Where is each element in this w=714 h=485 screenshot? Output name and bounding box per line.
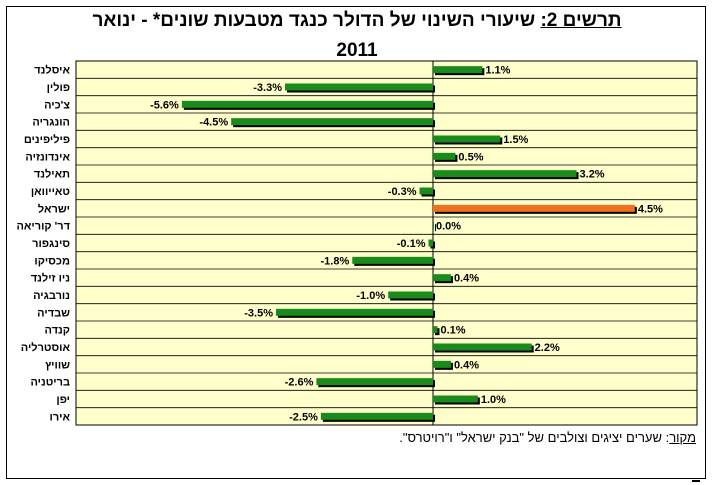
source-text: : שערים יציגים וצולבים של "בנק ישראל" ו"… (399, 430, 670, 445)
bar (352, 256, 433, 264)
bar (276, 308, 433, 316)
data-label: 1.1% (485, 65, 510, 77)
data-label: 4.5% (638, 203, 663, 215)
data-label: -4.5% (199, 117, 228, 129)
source-note: מקור: שערים יציגים וצולבים של "בנק ישראל… (360, 430, 696, 445)
bar (433, 343, 532, 351)
data-label: 1.5% (503, 134, 528, 146)
category-label: יפן (56, 394, 70, 406)
category-label: צ'כיה (44, 99, 70, 111)
bar (433, 222, 434, 230)
category-label: בריטניה (30, 377, 70, 389)
bar (320, 412, 433, 420)
chart-title: תרשים 2: שיעורי השינוי של הדולר כנגד מטב… (0, 10, 714, 32)
bar (419, 187, 433, 195)
bar (428, 239, 433, 247)
category-label: טאייוואן (31, 186, 70, 198)
bar (433, 326, 438, 334)
category-label: אינדונזיה (25, 151, 70, 163)
bar (388, 291, 433, 299)
category-label: נורבגיה (33, 290, 70, 302)
bar (316, 378, 433, 386)
plot-area (75, 60, 698, 426)
bar-shadow (435, 224, 436, 232)
data-label: 3.2% (580, 169, 605, 181)
data-label: -5.6% (150, 99, 179, 111)
data-label: -0.1% (397, 238, 426, 250)
bar (433, 135, 501, 143)
bar (231, 118, 433, 126)
bar (181, 100, 433, 108)
data-label: -1.0% (356, 290, 385, 302)
bar (433, 274, 451, 282)
bar (433, 395, 478, 403)
data-label: 1.0% (481, 394, 506, 406)
category-label: פיליפינים (24, 133, 70, 146)
category-label: איסלנד (34, 64, 70, 77)
data-label: 0.4% (454, 359, 479, 371)
data-label: -2.6% (285, 377, 314, 389)
chart-title-text: שיעורי השינוי של הדולר כנגד מטבעות שונים… (92, 10, 541, 31)
bar-highlight (433, 204, 635, 212)
data-label: 0.5% (458, 151, 483, 163)
corner-mark (692, 480, 700, 482)
bar (284, 83, 433, 91)
category-label: פולין (47, 81, 70, 94)
category-label: שוויץ (45, 359, 70, 371)
data-label: 0.1% (440, 325, 465, 337)
chart-frame (6, 6, 706, 479)
category-label: ניו זילנד (31, 272, 70, 285)
chart-title-year: 2011 (336, 40, 378, 61)
bar (433, 66, 483, 74)
data-label: -2.5% (289, 411, 318, 423)
data-label: -3.5% (244, 307, 273, 319)
category-label: קנדה (45, 325, 70, 337)
bar (433, 360, 451, 368)
bar (433, 170, 577, 178)
category-label: אירו (50, 411, 71, 423)
category-label: סינגפור (32, 238, 70, 250)
data-label: -1.8% (321, 255, 350, 267)
category-label: הונגריה (32, 117, 70, 129)
category-label: אוסטרליה (21, 341, 71, 354)
data-label: -3.3% (253, 82, 282, 94)
source-label: מקור (669, 430, 696, 445)
category-label: ישראל (38, 202, 70, 215)
data-label: 0.4% (454, 273, 479, 285)
category-label: תאילנד (34, 168, 70, 181)
chart-title-label: תרשים 2: (540, 10, 622, 31)
data-label: -0.3% (388, 186, 417, 198)
data-label: 2.2% (535, 342, 560, 354)
category-label: שבדיה (37, 307, 70, 319)
category-label: דר' קוריאה (16, 221, 70, 233)
category-label: מכסיקו (34, 255, 70, 267)
data-label: 0.0% (436, 221, 461, 233)
bar (433, 152, 456, 160)
